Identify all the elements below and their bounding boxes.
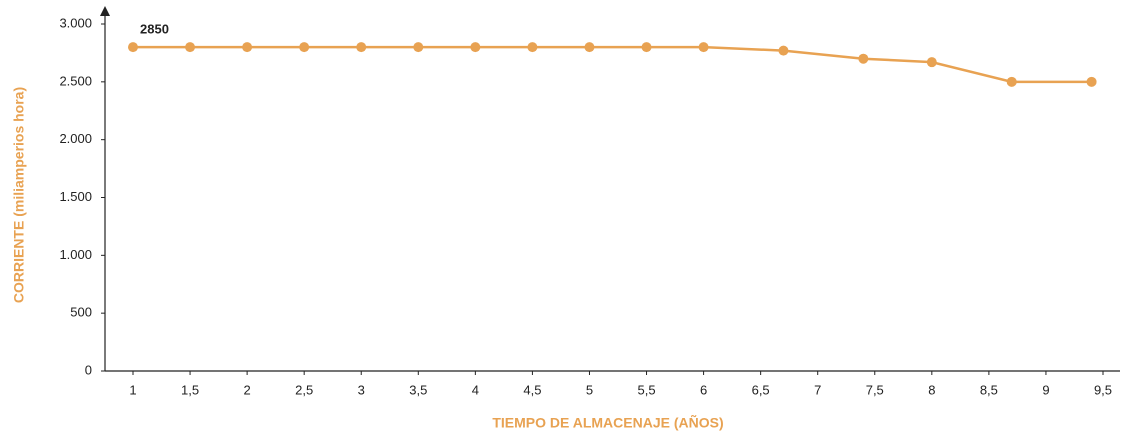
x-tick-label: 9,5 — [1094, 382, 1112, 397]
x-tick-label: 7 — [814, 382, 821, 397]
annotation: 2850 — [140, 21, 169, 36]
y-tick-label: 500 — [70, 305, 92, 320]
point — [299, 42, 310, 53]
y-tick-label: 2.000 — [59, 131, 92, 146]
x-tick-label: 3 — [358, 382, 365, 397]
y-axis-title: CORRIENTE (miliamperios hora) — [11, 87, 27, 303]
x-tick-label: 1 — [129, 382, 136, 397]
point — [778, 45, 789, 56]
point — [185, 42, 196, 53]
x-tick-label: 4,5 — [523, 382, 541, 397]
point — [926, 57, 937, 68]
x-tick-label: 6,5 — [752, 382, 770, 397]
y-tick-label: 3.000 — [59, 15, 92, 30]
point — [413, 42, 424, 53]
x-tick-label: 8,5 — [980, 382, 998, 397]
x-tick-label: 6 — [700, 382, 707, 397]
x-tick-label: 2 — [244, 382, 251, 397]
x-tick-label: 7,5 — [866, 382, 884, 397]
point — [698, 42, 709, 53]
point — [858, 53, 869, 64]
point — [128, 42, 138, 53]
x-tick-label: 1,5 — [181, 382, 199, 397]
x-tick-label: 8 — [928, 382, 935, 397]
y-tick-label: 1.000 — [59, 247, 92, 262]
point — [1086, 76, 1097, 87]
point — [470, 42, 481, 53]
x-tick-label: 3,5 — [409, 382, 427, 397]
x-tick-label: 5,5 — [637, 382, 655, 397]
x-tick-label: 9 — [1042, 382, 1049, 397]
y-axis-arrow — [100, 6, 110, 16]
point — [584, 42, 595, 53]
point — [641, 42, 652, 53]
x-tick-label: 2,5 — [295, 382, 313, 397]
point — [242, 42, 253, 53]
y-tick-label: 2.500 — [59, 73, 92, 88]
point — [356, 42, 367, 53]
x-axis-title: TIEMPO DE ALMACENAJE (AÑOS) — [492, 414, 723, 431]
line — [133, 45, 1092, 84]
x-tick-label: 5 — [586, 382, 593, 397]
point — [527, 42, 538, 53]
point — [1006, 76, 1017, 87]
x-tick-label: 4 — [472, 382, 479, 397]
y-tick-label: 0 — [85, 362, 92, 377]
y-tick-label: 1.500 — [59, 189, 92, 204]
